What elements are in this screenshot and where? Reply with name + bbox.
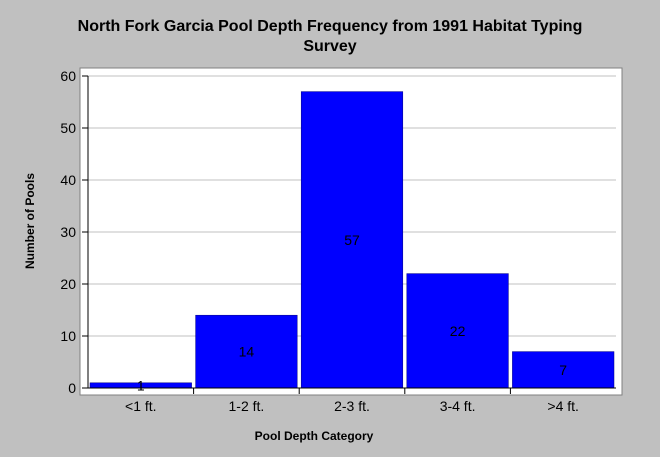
y-tick-label: 30: [60, 224, 76, 240]
bars: [89, 91, 615, 389]
bar-value-label: 57: [344, 232, 360, 248]
x-tick-label: <1 ft.: [125, 398, 157, 414]
y-axis-title: Number of Pools: [23, 173, 37, 269]
x-tick-label: >4 ft.: [547, 398, 579, 414]
bar-value-label: 1: [137, 377, 145, 393]
y-tick-label: 0: [68, 380, 76, 396]
bar-value-label: 7: [559, 362, 567, 378]
y-tick-label: 20: [60, 276, 76, 292]
bar: [300, 91, 404, 389]
y-tick-label: 10: [60, 328, 76, 344]
y-tick-label: 50: [60, 120, 76, 136]
y-tick-label: 40: [60, 172, 76, 188]
x-tick-label: 1-2 ft.: [229, 398, 265, 414]
x-tick-label: 2-3 ft.: [334, 398, 370, 414]
bar: [512, 351, 615, 389]
chart-title-line-1: North Fork Garcia Pool Depth Frequency f…: [78, 18, 583, 35]
data-labels: 1 14 57 22 7: [137, 232, 567, 394]
bar: [195, 314, 298, 389]
x-tick-label: 3-4 ft.: [440, 398, 476, 414]
bar-value-label: 14: [239, 344, 255, 360]
chart-title-line-2: Survey: [303, 38, 356, 55]
x-axis-ticks: <1 ft. 1-2 ft. 2-3 ft. 3-4 ft. >4 ft.: [125, 388, 579, 414]
x-axis-title: Pool Depth Category: [255, 429, 374, 443]
bar-value-label: 22: [450, 323, 466, 339]
y-tick-label: 60: [60, 68, 76, 84]
y-axis-ticks: 0 10 20 30 40 50 60: [60, 68, 88, 396]
bar: [406, 273, 509, 389]
